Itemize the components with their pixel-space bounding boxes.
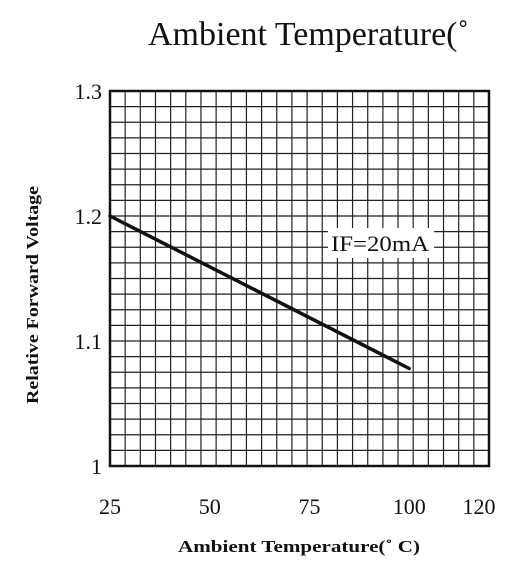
y-tick-label: 1.1 (75, 329, 103, 354)
x-tick-label: 50 (199, 494, 221, 519)
annotation-label: IF=20mA (331, 231, 429, 256)
x-tick-label: 100 (393, 494, 426, 519)
x-tick-labels: 25 50 75 100 120 (99, 494, 496, 519)
plot-frame (108, 89, 491, 468)
annotation-background (328, 228, 434, 258)
grid (110, 91, 489, 466)
x-tick-label: 75 (298, 494, 320, 519)
y-axis-label: Relative Forward Voltage (23, 185, 42, 404)
series-line (108, 214, 411, 371)
y-tick-labels: 1 1.1 1.2 1.3 (75, 79, 103, 479)
x-tick-label: 25 (99, 494, 121, 519)
x-tick-label: 120 (463, 494, 496, 519)
chart-title: Ambient Temperature(˚ (148, 16, 469, 53)
y-tick-label: 1.3 (75, 79, 103, 104)
series-group (108, 214, 411, 371)
y-tick-label: 1.2 (75, 204, 103, 229)
y-tick-label: 1 (91, 454, 102, 479)
x-axis-label: Ambient Temperature(˚ C) (178, 537, 420, 556)
